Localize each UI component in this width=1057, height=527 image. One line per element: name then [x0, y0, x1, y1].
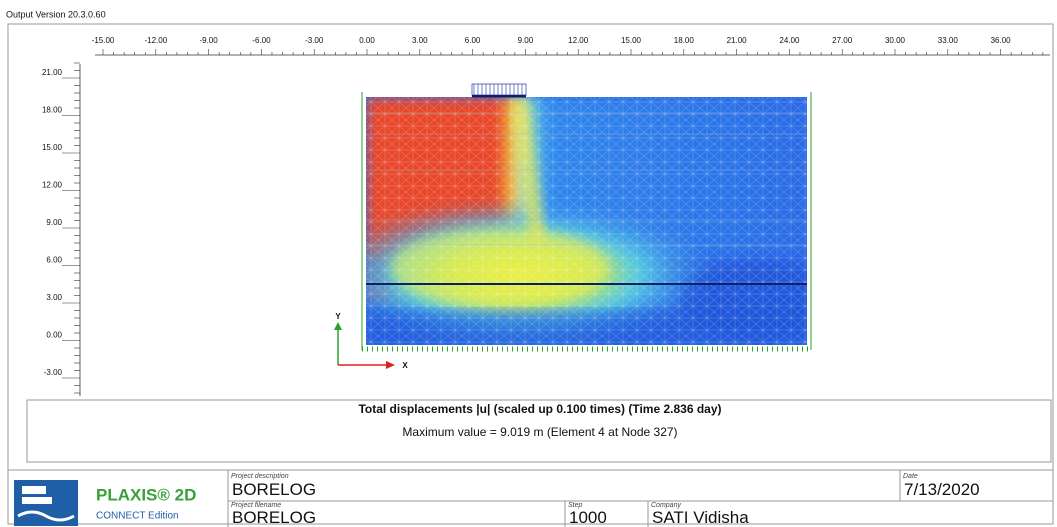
axes-indicator: Y X — [334, 312, 408, 370]
x-tick-label: 12.00 — [568, 36, 589, 45]
field-value: BORELOG — [232, 508, 316, 527]
caption-title: Total displacements |u| (scaled up 0.100… — [358, 402, 721, 416]
field-value: 7/13/2020 — [904, 480, 980, 499]
field-label: Step — [568, 502, 583, 509]
x-tick-label: -9.00 — [199, 36, 218, 45]
field-value: SATI Vidisha — [652, 508, 749, 527]
y-tick-label: 21.00 — [42, 68, 63, 77]
caption-subtitle: Maximum value = 9.019 m (Element 4 at No… — [402, 425, 677, 439]
x-tick-label: 3.00 — [412, 36, 428, 45]
x-tick-label: 0.00 — [359, 36, 375, 45]
x-tick-label: 6.00 — [465, 36, 481, 45]
field-label: Date — [903, 473, 918, 480]
x-tick-label: 27.00 — [832, 36, 853, 45]
x-tick-label: 9.00 — [518, 36, 534, 45]
field-value: BORELOG — [232, 480, 316, 499]
caption-box — [26, 399, 1052, 463]
field-label: Project description — [231, 473, 289, 480]
footing — [471, 83, 527, 98]
x-tick-label: -15.00 — [92, 36, 115, 45]
axis-label-y: Y — [335, 312, 341, 321]
x-tick-label: 15.00 — [621, 36, 642, 45]
y-tick-label: 9.00 — [46, 218, 62, 227]
boundaries — [361, 92, 812, 352]
y-tick-label: 0.00 — [46, 331, 62, 340]
title-block: PLAXIS® 2D CONNECT Edition Project descr… — [8, 469, 1053, 527]
field-label: Project filename — [231, 502, 281, 509]
y-tick-label: 3.00 — [46, 293, 62, 302]
product-name: PLAXIS® 2D — [96, 485, 196, 504]
y-tick-label: 18.00 — [42, 106, 63, 115]
x-tick-label: -6.00 — [252, 36, 271, 45]
y-tick-label: 12.00 — [42, 181, 63, 190]
axis-label-x: X — [402, 361, 408, 370]
x-tick-label: 33.00 — [938, 36, 959, 45]
x-tick-label: -3.00 — [305, 36, 324, 45]
x-tick-label: 21.00 — [727, 36, 748, 45]
contour-plot — [366, 97, 807, 345]
field-label: Company — [651, 502, 681, 509]
x-ruler: -15.00 -12.00 -9.00 -6.00 -3.00 0.00 3.00 6.00 9… — [92, 36, 1050, 56]
field-value: 1000 — [569, 508, 607, 527]
x-tick-label: 18.00 — [674, 36, 695, 45]
y-ruler: 21.00 18.00 15.00 12.00 9.00 6.00 3.00 0.00 -3.0… — [42, 62, 81, 396]
frame — [7, 23, 1054, 525]
x-tick-label: -12.00 — [144, 36, 167, 45]
y-tick-label: -3.00 — [44, 368, 63, 377]
y-tick-label: 15.00 — [42, 143, 63, 152]
x-tick-label: 36.00 — [991, 36, 1012, 45]
x-tick-label: 30.00 — [885, 36, 906, 45]
y-tick-label: 6.00 — [46, 256, 62, 265]
x-tick-label: 24.00 — [779, 36, 800, 45]
edition: CONNECT Edition — [96, 511, 179, 522]
version: Output Version 20.3.0.60 — [6, 9, 106, 19]
